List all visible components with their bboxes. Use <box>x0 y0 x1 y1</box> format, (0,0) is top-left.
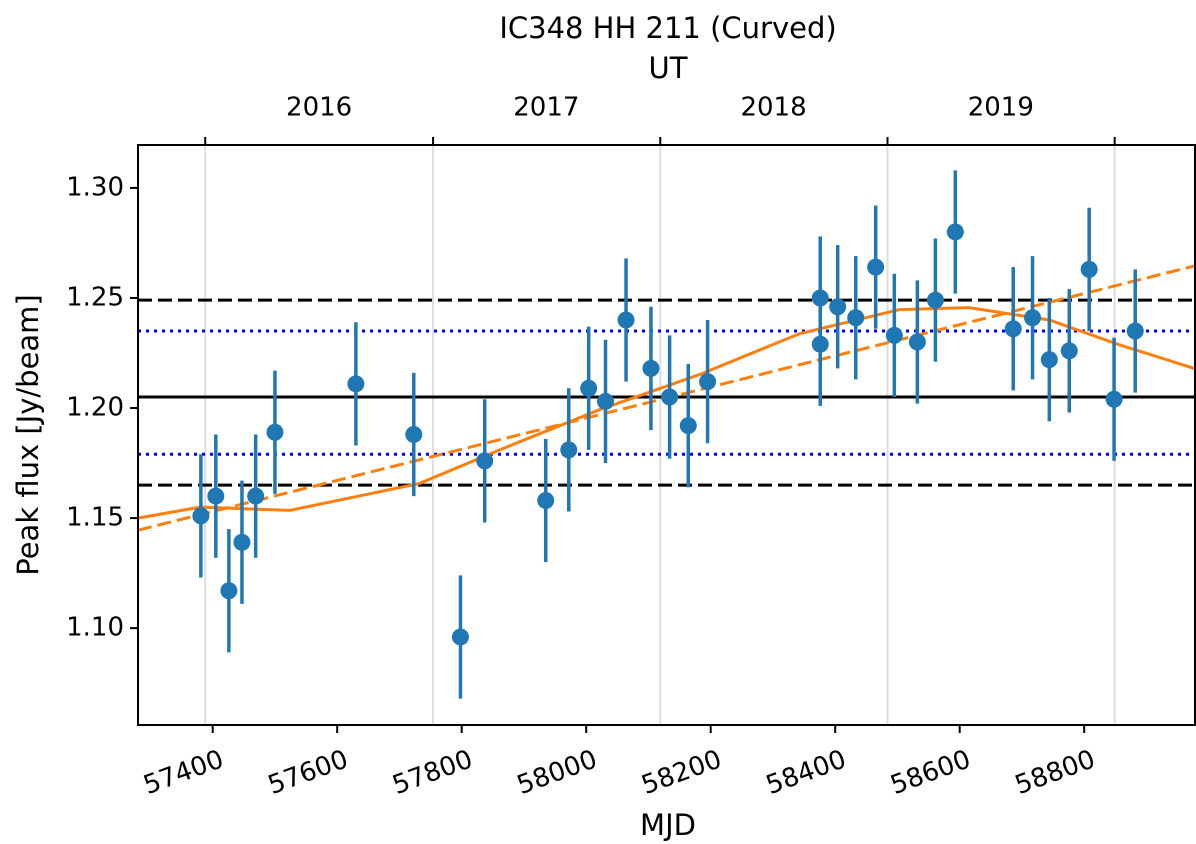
y-tick-label: 1.30 <box>66 172 124 202</box>
data-point <box>233 533 251 551</box>
data-point <box>220 582 238 600</box>
data-point <box>867 258 885 276</box>
x-tick-label: 58200 <box>638 744 726 800</box>
data-point <box>661 388 679 406</box>
data-point <box>811 335 829 353</box>
y-axis-label: Peak flux [Jy/beam] <box>11 294 45 576</box>
top-tick-label: 2016 <box>286 93 352 123</box>
top-tick-label: 2018 <box>740 93 806 123</box>
data-point <box>1126 322 1144 340</box>
data-point <box>451 628 469 646</box>
x-tick-label: 58600 <box>887 744 975 800</box>
data-point <box>560 441 578 459</box>
y-tick-label: 1.10 <box>66 613 124 643</box>
data-point <box>1040 351 1058 369</box>
data-point <box>699 373 717 391</box>
top-axis-label: UT <box>649 51 688 85</box>
y-tick-label: 1.25 <box>66 282 124 312</box>
data-point <box>1060 342 1078 360</box>
x-tick-label: 58400 <box>762 744 850 800</box>
data-point <box>1004 320 1022 338</box>
data-point <box>207 487 225 505</box>
data-point <box>847 309 865 327</box>
x-tick-label: 58000 <box>513 744 601 800</box>
x-tick-label: 57400 <box>140 744 228 800</box>
data-point <box>1105 390 1123 408</box>
data-point <box>537 491 555 509</box>
data-point <box>946 223 964 241</box>
data-point <box>617 311 635 329</box>
data-point <box>476 452 494 470</box>
data-point <box>580 379 598 397</box>
data-point <box>1080 260 1098 278</box>
data-point <box>908 333 926 351</box>
x-tick-label: 58800 <box>1011 744 1099 800</box>
y-tick-label: 1.20 <box>66 393 124 423</box>
data-point <box>247 487 265 505</box>
data-point <box>642 359 660 377</box>
data-point <box>192 507 210 525</box>
data-point <box>347 375 365 393</box>
data-point <box>679 417 697 435</box>
data-point <box>596 392 614 410</box>
data-point <box>829 298 847 316</box>
data-point <box>266 423 284 441</box>
data-point <box>885 326 903 344</box>
top-tick-label: 2017 <box>513 93 579 123</box>
data-point <box>926 291 944 309</box>
plot-frame <box>137 144 1196 726</box>
data-point <box>405 425 423 443</box>
x-tick-label: 57800 <box>389 744 477 800</box>
chart-title: IC348 HH 211 (Curved) <box>499 11 836 45</box>
data-point <box>1024 309 1042 327</box>
x-axis-label: MJD <box>640 808 696 842</box>
top-tick-label: 2019 <box>968 93 1034 123</box>
y-tick-label: 1.15 <box>66 503 124 533</box>
x-tick-label: 57600 <box>264 744 352 800</box>
